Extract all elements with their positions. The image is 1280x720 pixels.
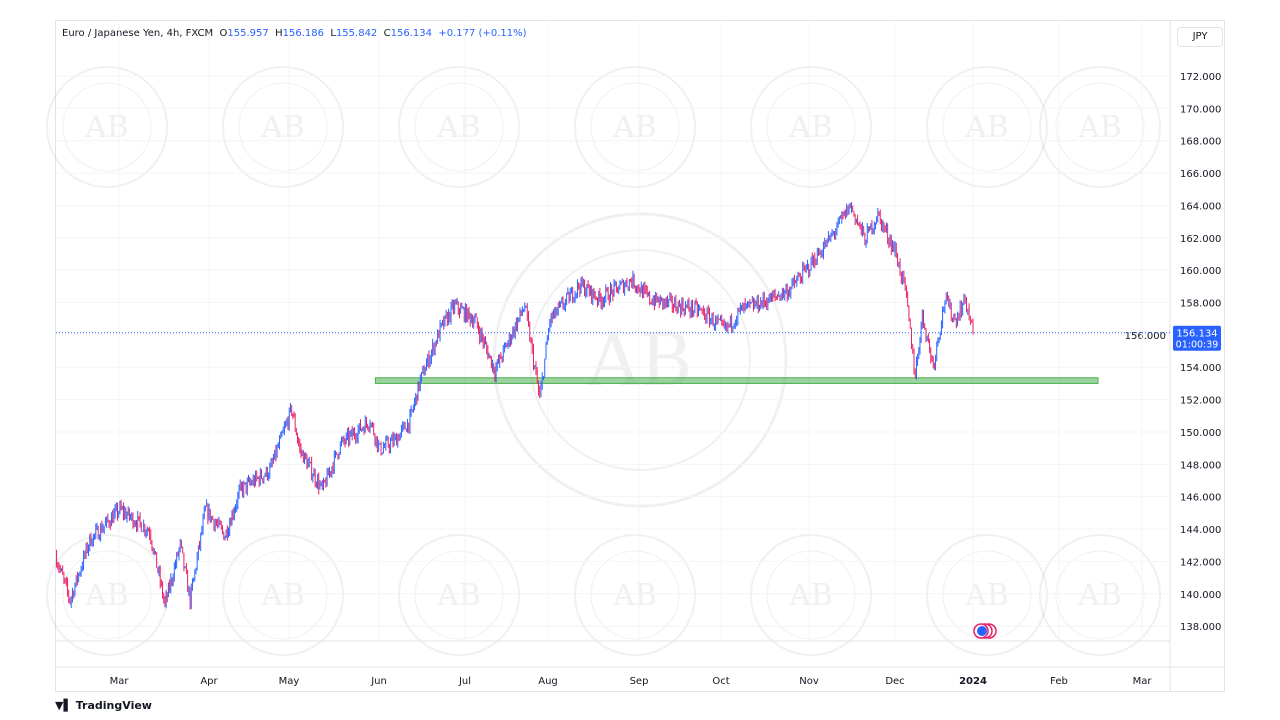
price-label <box>1173 325 1221 351</box>
y-tick-label: 168.000 <box>1180 137 1221 148</box>
watermark-large: AB <box>492 212 788 508</box>
y-tick-label: 166.000 <box>1180 169 1221 180</box>
x-tick-label: Mar <box>1133 676 1153 687</box>
price-label-value: 156.134 <box>1176 329 1217 340</box>
svg-text:AB: AB <box>84 110 129 145</box>
x-tick-label: 2024 <box>959 676 987 687</box>
svg-text:AB: AB <box>788 110 833 145</box>
currency-button[interactable]: JPY <box>1177 27 1223 47</box>
watermark: AB <box>574 66 696 188</box>
watermark: AB <box>750 534 872 656</box>
watermark: AB <box>926 66 1048 188</box>
y-tick-label: 172.000 <box>1180 72 1221 83</box>
branding-text: TradingView <box>75 699 152 712</box>
svg-text:AB: AB <box>612 110 657 145</box>
watermark: AB <box>750 66 872 188</box>
svg-text:AB: AB <box>788 578 833 613</box>
watermark: AB <box>574 534 696 656</box>
watermark: AB <box>398 534 520 656</box>
svg-text:AB: AB <box>1077 110 1122 145</box>
chart-frame[interactable] <box>55 20 1225 692</box>
watermark: AB <box>46 534 168 656</box>
y-tick-label: 152.000 <box>1180 396 1221 407</box>
support-zone[interactable] <box>374 377 1099 384</box>
watermark: AB <box>926 534 1048 656</box>
svg-text:AB: AB <box>260 110 305 145</box>
tradingview-logo: ▼▌ TradingView <box>55 699 152 712</box>
low-value: 155.842 <box>335 28 378 39</box>
close-value: 156.134 <box>390 28 432 39</box>
x-tick-label: Dec <box>885 676 904 687</box>
y-tick-label: 154.000 <box>1180 363 1221 374</box>
symbol-title: Euro / Japanese Yen, 4h, FXCM <box>62 28 214 39</box>
open-label: O <box>219 28 228 39</box>
y-tick-label: 140.000 <box>1180 590 1221 601</box>
x-tick-label: Oct <box>712 676 729 687</box>
x-tick-label: May <box>279 676 300 687</box>
high-value: 156.186 <box>282 28 324 39</box>
watermark: AB <box>1039 534 1161 656</box>
y-tick-label: 144.000 <box>1180 525 1221 536</box>
x-tick-label: Aug <box>538 676 558 687</box>
x-tick-label: Feb <box>1050 676 1068 687</box>
price-series <box>56 202 974 610</box>
y-tick-label: 138.000 <box>1180 622 1221 633</box>
svg-text:AB: AB <box>612 578 657 613</box>
watermark: AB <box>222 66 344 188</box>
svg-text:AB: AB <box>436 110 481 145</box>
y-tick-label: 146.000 <box>1180 493 1221 504</box>
events-icon[interactable] <box>973 623 997 639</box>
close-label: C <box>383 28 391 39</box>
y-tick-label: 160.000 <box>1180 266 1221 277</box>
svg-text:AB: AB <box>436 578 481 613</box>
y-tick-label: 164.000 <box>1180 201 1221 212</box>
change-value: +0.177 (+0.11%) <box>438 28 527 39</box>
x-tick-label: Mar <box>110 676 130 687</box>
y-tick-label: 158.000 <box>1180 299 1221 310</box>
open-value: 155.957 <box>227 28 269 39</box>
svg-text:AB: AB <box>84 578 129 613</box>
high-label: H <box>275 28 283 39</box>
svg-text:AB: AB <box>1077 578 1122 613</box>
svg-text:AB: AB <box>964 578 1009 613</box>
low-label: L <box>330 28 336 39</box>
x-tick-label: Sep <box>630 676 649 687</box>
svg-text:AB: AB <box>260 578 305 613</box>
watermark: AB <box>46 66 168 188</box>
x-tick-label: Apr <box>200 676 218 687</box>
x-tick-label: Jun <box>370 676 387 687</box>
symbol-legend: Euro / Japanese Yen, 4h, FXCM O155.957 H… <box>62 28 527 39</box>
svg-text:AB: AB <box>964 110 1009 145</box>
watermark: AB <box>1039 66 1161 188</box>
x-tick-label: Jul <box>458 676 471 687</box>
x-tick-label: Nov <box>799 676 819 687</box>
y-tick-label: 170.000 <box>1180 104 1221 115</box>
y-tick-label: 156.000 <box>1125 331 1166 342</box>
tv-logo-icon: ▼▌ <box>55 699 72 712</box>
y-tick-label: 162.000 <box>1180 234 1221 245</box>
watermark: AB <box>222 534 344 656</box>
y-tick-label: 142.000 <box>1180 557 1221 568</box>
y-tick-label: 148.000 <box>1180 460 1221 471</box>
countdown-value: 01:00:39 <box>1176 340 1219 351</box>
y-tick-label: 150.000 <box>1180 428 1221 439</box>
watermark: AB <box>398 66 520 188</box>
